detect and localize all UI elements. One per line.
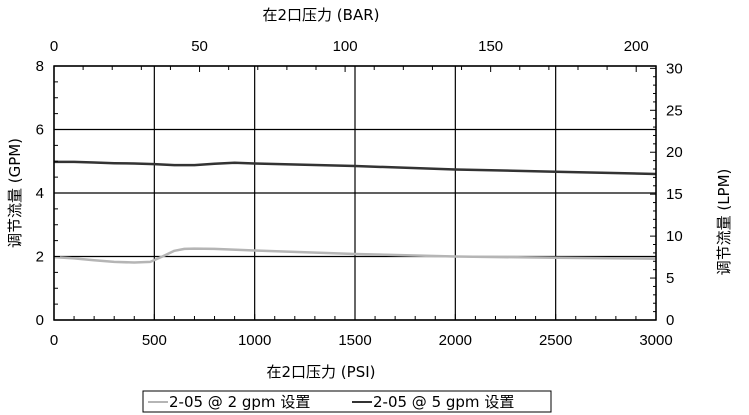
axis-ticks xyxy=(53,65,657,321)
legend: 2-05 @ 2 gpm 设置 2-05 @ 5 gpm 设置 xyxy=(142,390,552,413)
x-tick-label-bottom: 2000 xyxy=(439,332,472,349)
x-tick-label-bottom: 500 xyxy=(142,332,167,349)
x-tick-label-bottom: 2500 xyxy=(539,332,572,349)
y-tick-label-right: 15 xyxy=(666,186,683,203)
series-lines xyxy=(53,160,657,264)
series-line-0 xyxy=(53,247,657,264)
legend-box xyxy=(142,390,552,413)
x-tick-label-top: 150 xyxy=(478,38,503,55)
y-tick-label-left: 4 xyxy=(36,185,44,202)
y-tick-label-left: 6 xyxy=(36,122,44,139)
series-line-1 xyxy=(54,160,657,176)
y-tick-label-right: 5 xyxy=(666,270,674,287)
y-tick-label-right: 25 xyxy=(666,102,683,119)
x-tick-label-bottom: 1000 xyxy=(238,332,271,349)
y-tick-label-right: 0 xyxy=(666,312,674,329)
legend-label-5gpm: 2-05 @ 5 gpm 设置 xyxy=(373,393,514,411)
y-axis-title-left: 调节流量 (GPM) xyxy=(6,138,24,248)
x-tick-label-bottom: 3000 xyxy=(639,332,672,349)
legend-label-2gpm: 2-05 @ 2 gpm 设置 xyxy=(169,393,310,411)
x-axis-title-bottom: 在2口压力 (PSI) xyxy=(266,363,375,381)
x-axis-title-top: 在2口压力 (BAR) xyxy=(263,6,380,24)
y-tick-label-left: 0 xyxy=(36,312,44,329)
y-tick-label-left: 2 xyxy=(36,249,44,266)
x-tick-label-top: 0 xyxy=(50,38,58,55)
x-tick-label-top: 200 xyxy=(624,38,649,55)
y-axis-title-right: 调节流量 (LPM) xyxy=(715,169,733,276)
y-tick-label-right: 10 xyxy=(666,228,683,245)
x-tick-label-bottom: 0 xyxy=(50,332,58,349)
y-tick-label-right: 20 xyxy=(666,144,683,161)
y-tick-label-right: 30 xyxy=(666,60,683,77)
x-tick-label-top: 50 xyxy=(191,38,208,55)
y-tick-label-left: 8 xyxy=(36,58,44,75)
x-tick-label-bottom: 1500 xyxy=(338,332,371,349)
x-tick-label-top: 100 xyxy=(333,38,358,55)
